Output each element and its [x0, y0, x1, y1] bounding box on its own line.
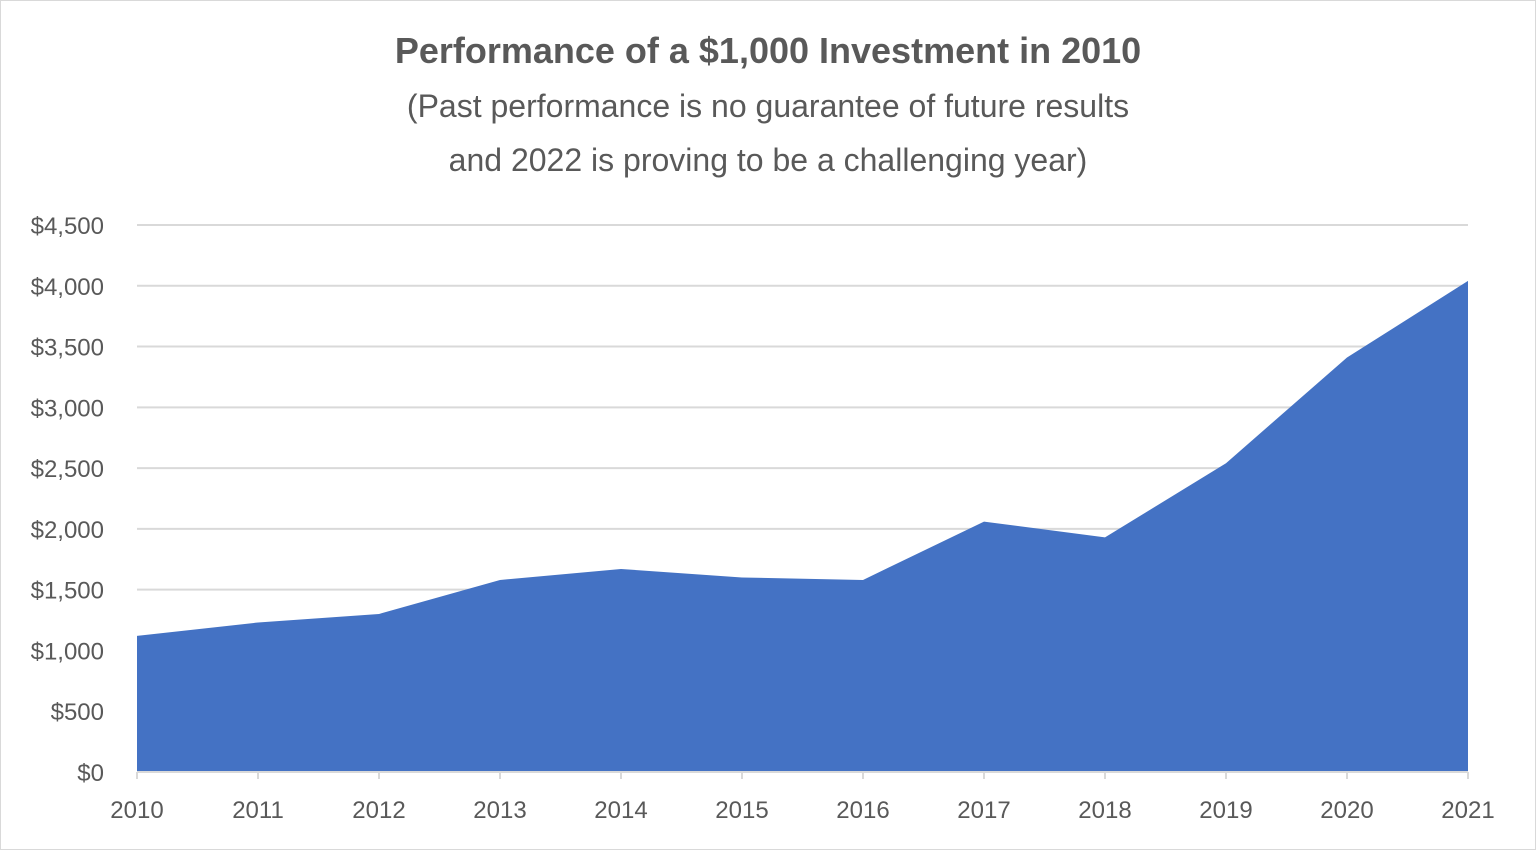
y-tick-label: $0 — [77, 760, 104, 787]
x-tick-label: 2011 — [232, 797, 284, 824]
y-tick-label: $2,500 — [31, 456, 104, 483]
x-axis-tick-labels: 2010 2011 2012 2013 2014 2015 2016 2017 2018 2019… — [110, 797, 1494, 824]
x-tick-label: 2019 — [1199, 797, 1252, 824]
x-tick-label: 2012 — [352, 797, 405, 824]
chart-title: Performance of a $1,000 Investment in 20… — [394, 30, 1142, 71]
x-tick-label: 2014 — [594, 797, 647, 824]
x-tick-label: 2020 — [1320, 797, 1373, 824]
y-axis-tick-labels: $0 $500 $1,000 $1,500 $2,000 $2,500 $3,000 $3,5… — [31, 213, 104, 787]
y-tick-label: $3,000 — [31, 395, 104, 422]
chart-subtitle-line-1: (Past performance is no guarantee of fut… — [406, 88, 1130, 124]
x-tick-label: 2015 — [715, 797, 768, 824]
x-tick-label: 2016 — [836, 797, 889, 824]
x-tick-label: 2017 — [957, 797, 1010, 824]
x-axis — [136, 771, 1469, 779]
x-tick-label: 2010 — [110, 797, 163, 824]
y-tick-label: $3,500 — [31, 335, 104, 362]
y-tick-label: $4,500 — [31, 213, 104, 240]
y-tick-label: $1,000 — [31, 638, 104, 665]
x-tick-label: 2021 — [1441, 797, 1494, 824]
area-series — [137, 280, 1468, 772]
x-tick-label: 2013 — [473, 797, 526, 824]
y-tick-label: $500 — [51, 699, 104, 726]
x-tick-label: 2018 — [1078, 797, 1131, 824]
chart-subtitle-line-2: and 2022 is proving to be a challenging … — [448, 142, 1088, 178]
area-series-fill — [137, 280, 1468, 772]
y-tick-label: $1,500 — [31, 578, 104, 605]
y-tick-label: $2,000 — [31, 517, 104, 544]
y-tick-label: $4,000 — [31, 274, 104, 301]
